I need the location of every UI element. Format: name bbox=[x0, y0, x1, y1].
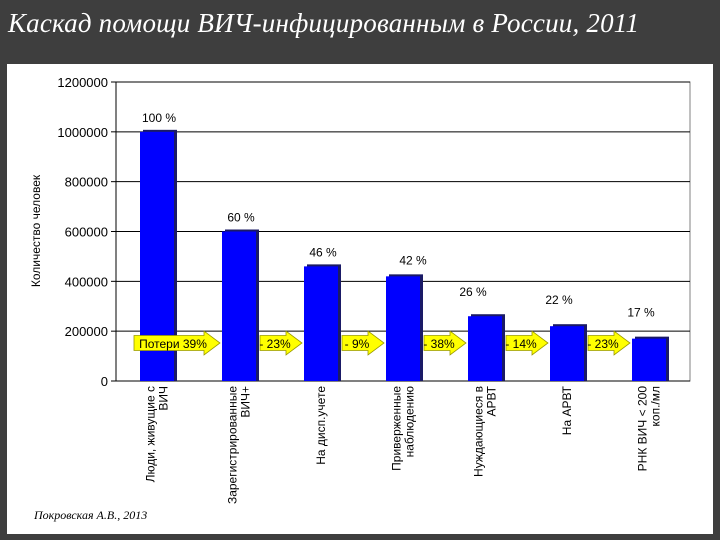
slide-title: Каскад помощи ВИЧ-инфицированным в Росси… bbox=[8, 8, 640, 38]
loss-arrow-label: - 9% bbox=[345, 337, 370, 351]
category-label: ВИЧ bbox=[157, 386, 171, 411]
loss-arrow bbox=[587, 330, 631, 356]
category-label: На дисп.учете bbox=[314, 386, 328, 465]
y-tick-label: 600000 bbox=[65, 225, 108, 240]
y-tick-label: 400000 bbox=[65, 274, 108, 289]
loss-arrow bbox=[133, 330, 221, 356]
loss-arrow-label: - 38% bbox=[423, 337, 455, 351]
chart-panel: 0 200000 400000 600000 800000 1000000 1200000 К… bbox=[7, 64, 713, 534]
loss-arrow bbox=[259, 330, 303, 356]
bar bbox=[304, 266, 338, 381]
bar-data-label: 17 % bbox=[627, 306, 655, 320]
category-label: наблюдению bbox=[403, 386, 417, 457]
y-tick-label: 800000 bbox=[65, 175, 108, 190]
loss-arrow-label: Потери 39% bbox=[139, 337, 207, 351]
category-label: РНК ВИЧ < 200 bbox=[636, 386, 650, 472]
bar-data-label: 22 % bbox=[545, 293, 573, 307]
bar-data-label: 60 % bbox=[227, 211, 255, 225]
loss-arrow bbox=[505, 330, 549, 356]
category-label: коп./мл bbox=[649, 386, 663, 426]
citation: Покровская А.В., 2013 bbox=[34, 508, 148, 522]
category-label: Зарегистрированные bbox=[226, 386, 240, 504]
bar bbox=[386, 276, 420, 381]
bar-data-label: 26 % bbox=[459, 285, 487, 299]
hiv-care-cascade-chart: 0 200000 400000 600000 800000 1000000 1200000 К… bbox=[29, 75, 691, 504]
category-label: Люди, живущие с bbox=[144, 386, 158, 482]
category-label: АРВТ bbox=[485, 385, 499, 416]
bar bbox=[550, 326, 584, 381]
bar-data-label: 100 % bbox=[142, 111, 176, 125]
bar bbox=[468, 316, 502, 381]
loss-arrow-label: - 23% bbox=[259, 337, 291, 351]
y-tick-label: 1000000 bbox=[57, 125, 108, 140]
bar-data-label: 42 % bbox=[399, 253, 427, 267]
category-label: ВИЧ+ bbox=[239, 386, 253, 418]
y-tick-label: 200000 bbox=[65, 324, 108, 339]
category-label: На АРВТ bbox=[560, 385, 574, 435]
loss-arrow-label: - 14% bbox=[505, 337, 537, 351]
category-label: Приверженные bbox=[390, 386, 404, 471]
loss-arrow-label: - 23% bbox=[587, 337, 619, 351]
y-tick-label: 1200000 bbox=[57, 75, 108, 90]
bar-data-label: 46 % bbox=[309, 245, 337, 259]
bar bbox=[632, 338, 666, 381]
y-axis-title: Количество человек bbox=[29, 174, 43, 287]
bar bbox=[222, 231, 256, 381]
loss-arrow bbox=[341, 330, 385, 356]
y-tick-label: 0 bbox=[101, 374, 108, 389]
category-label: Нуждающиеся в bbox=[472, 386, 486, 477]
loss-arrow bbox=[423, 330, 467, 356]
